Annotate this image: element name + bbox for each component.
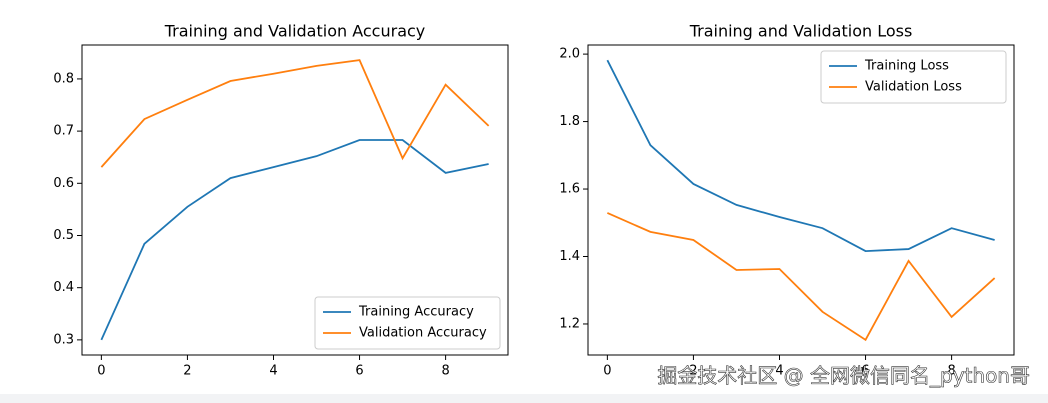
y-tick-label: 1.4 [559,249,580,264]
chart-title: Training and Validation Loss [689,22,913,41]
y-tick-label: 0.6 [53,176,74,191]
plot-frame [81,44,509,356]
y-tick-label: 0.5 [53,228,74,243]
series-line [606,59,995,253]
y-tick-label: 1.8 [559,114,580,129]
legend-box [314,296,501,350]
legend-box [820,50,1007,104]
x-tick-label: 8 [947,364,955,379]
series-line [607,212,996,342]
y-tick-label: 0.8 [53,71,74,86]
legend-label: Validation Loss [865,80,962,95]
legend-label: Training Accuracy [358,305,474,320]
bottom-strip [0,394,1048,403]
x-tick-label: 6 [861,364,869,379]
legend-label: Validation Accuracy [359,326,487,341]
x-tick-label: 2 [689,364,697,379]
y-tick-label: 0.4 [53,280,74,295]
y-tick-label: 1.2 [559,316,580,331]
y-tick-label: 2.0 [559,47,580,62]
watermark: 掘金技术社区 @ 全网微信同名_python哥 [657,364,1030,388]
x-tick-label: 0 [97,364,105,379]
x-tick-label: 2 [183,364,191,379]
series-line [100,139,489,341]
chart-title: Training and Validation Accuracy [164,22,426,41]
x-tick-label: 6 [355,364,363,379]
y-tick-label: 1.6 [559,182,580,197]
y-tick-label: 0.7 [53,124,74,139]
x-tick-label: 8 [441,364,449,379]
y-tick-label: 0.3 [53,332,74,347]
x-tick-label: 4 [775,364,783,379]
x-tick-label: 4 [269,364,277,379]
legend-label: Training Loss [864,59,949,74]
series-line [100,59,490,168]
plot-frame [587,44,1015,356]
x-tick-label: 0 [603,364,611,379]
